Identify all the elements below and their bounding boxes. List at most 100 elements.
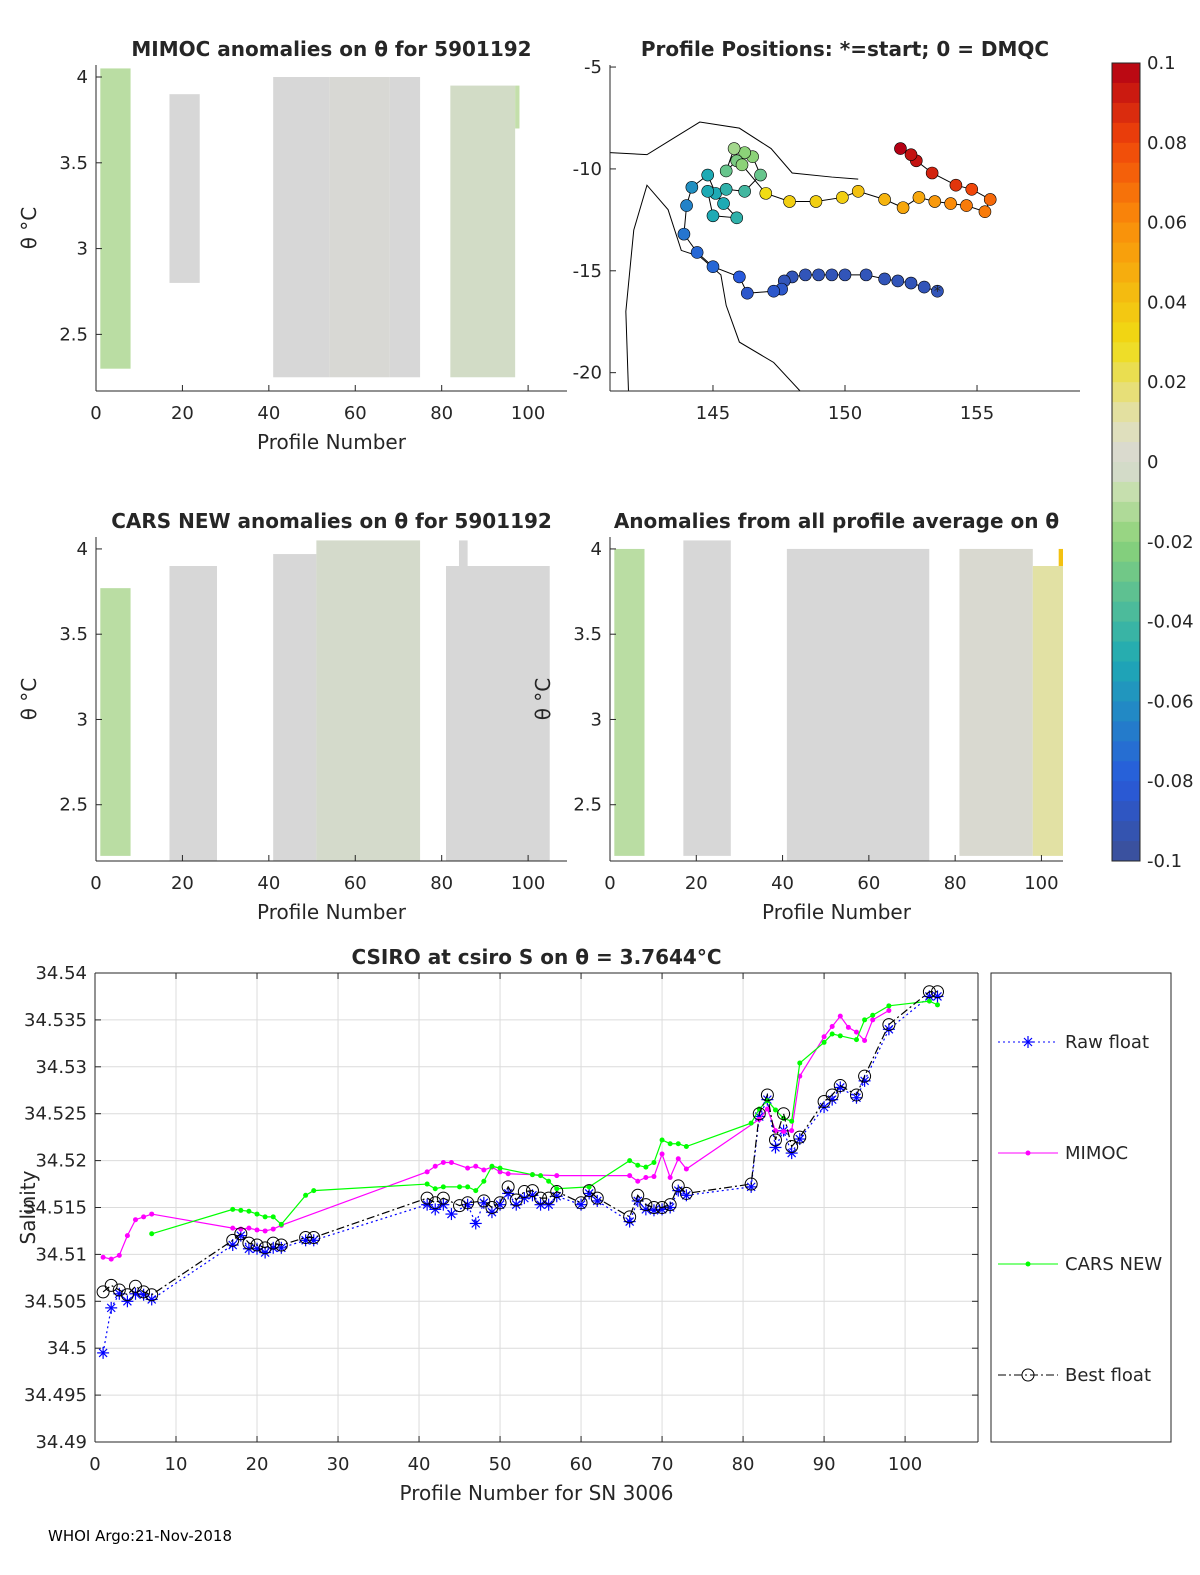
data-point: [550, 1185, 564, 1199]
chart-title: Anomalies from all profile average on θ: [614, 509, 1059, 533]
x-tick-label: 20: [246, 1454, 269, 1475]
colorbar-segment: [1112, 362, 1140, 383]
legend-item: CARS NEW: [998, 1254, 1162, 1275]
data-point: [258, 1241, 272, 1255]
profile-position-marker: [851, 185, 865, 198]
y-tick-label: -20: [573, 363, 602, 384]
colorbar-segment: [1112, 422, 1140, 443]
data-point: [744, 1177, 758, 1191]
data-point: [479, 1198, 489, 1208]
data-point: [675, 1156, 681, 1162]
colorbar-segment: [1112, 701, 1140, 722]
data-point: [845, 1024, 851, 1030]
data-point: [643, 1174, 649, 1180]
data-point: [554, 1173, 560, 1179]
data-point: [544, 1200, 554, 1210]
data-point: [420, 1191, 434, 1205]
data-point: [777, 1107, 791, 1121]
profile-position-marker: [960, 199, 973, 212]
y-tick-label: -5: [584, 57, 602, 78]
series-cars-new: [149, 998, 940, 1237]
colorbar-segment: [1112, 801, 1140, 822]
anomaly-block: [329, 77, 390, 378]
data-point: [473, 1163, 479, 1169]
colorbar-tick-label: -0.1: [1147, 851, 1182, 872]
x-tick-label: 60: [857, 873, 880, 894]
data-point: [643, 1164, 649, 1170]
data-point: [270, 1214, 276, 1220]
profile-position-marker: [809, 195, 823, 208]
x-tick-label: 0: [90, 403, 101, 424]
colorbar-segment: [1112, 841, 1140, 862]
colorbar-segment: [1112, 741, 1140, 762]
data-point: [821, 1039, 827, 1045]
y-tick-label: 34.54: [35, 963, 87, 984]
colorbar-segment: [1112, 242, 1140, 263]
y-tick-label: 3: [77, 239, 88, 260]
data-point: [1023, 1037, 1033, 1047]
data-point: [242, 1236, 256, 1250]
colorbar-segment: [1112, 402, 1140, 423]
data-point: [489, 1163, 495, 1169]
data-point: [149, 1211, 155, 1217]
data-point: [96, 1285, 110, 1299]
data-point: [1025, 1150, 1031, 1156]
data-point: [465, 1165, 471, 1171]
colorbar-segment: [1112, 182, 1140, 204]
data-point: [797, 1060, 803, 1066]
x-tick-label: 60: [344, 403, 367, 424]
colorbar-segment: [1112, 721, 1140, 742]
data-point: [659, 1137, 665, 1143]
y-tick-label: 3.5: [573, 624, 602, 645]
data-point: [853, 1029, 859, 1035]
legend-item: Best float: [998, 1365, 1151, 1386]
data-point: [768, 1133, 782, 1147]
profile-position-marker: [706, 260, 720, 274]
data-point: [509, 1193, 523, 1207]
series-best-float: [96, 985, 944, 1302]
profile-position-marker: [838, 268, 852, 282]
x-tick-label: 155: [960, 403, 994, 424]
data-point: [752, 1107, 766, 1121]
colorbar-tick-label: 0.02: [1147, 372, 1187, 393]
y-tick-label: 4: [77, 539, 88, 560]
anomaly-block: [1032, 565, 1063, 856]
y-tick-label: -15: [573, 261, 602, 282]
colorbar-segment: [1112, 462, 1140, 483]
x-tick-label: 145: [696, 403, 730, 424]
data-point: [517, 1185, 531, 1199]
anomaly-block: [446, 565, 550, 861]
x-axis-label: Profile Number: [257, 430, 407, 454]
data-point: [772, 1107, 778, 1113]
profile-position-marker: [783, 195, 796, 208]
data-point: [473, 1188, 479, 1194]
data-point: [926, 998, 932, 1004]
colorbar-frame: [1111, 62, 1141, 862]
data-point: [934, 1002, 940, 1008]
data-point: [122, 1296, 132, 1306]
data-point: [882, 1018, 896, 1032]
data-point: [108, 1256, 114, 1262]
profile-position-marker: [735, 158, 749, 172]
data-point: [424, 1169, 430, 1175]
colorbar-tick-label: 0.1: [1147, 53, 1176, 74]
x-tick-label: 40: [257, 873, 280, 894]
data-point: [436, 1191, 450, 1205]
x-tick-label: 20: [685, 873, 708, 894]
data-point: [100, 1254, 106, 1260]
y-tick-label: -10: [573, 159, 602, 180]
data-point: [274, 1238, 288, 1252]
data-point: [505, 1171, 511, 1177]
profile-position-marker: [949, 178, 963, 192]
data-point: [625, 1217, 635, 1226]
colorbar-segment: [1112, 621, 1140, 643]
profile-position-marker: [685, 180, 699, 194]
data-point: [795, 1134, 805, 1144]
data-point: [667, 1141, 673, 1147]
x-tick-label: 40: [771, 873, 794, 894]
y-tick-label: 34.5: [47, 1338, 87, 1359]
data-point: [254, 1227, 260, 1233]
colorbar-segment: [1112, 681, 1140, 702]
profile-position-marker: [825, 268, 839, 282]
data-point: [133, 1217, 139, 1223]
